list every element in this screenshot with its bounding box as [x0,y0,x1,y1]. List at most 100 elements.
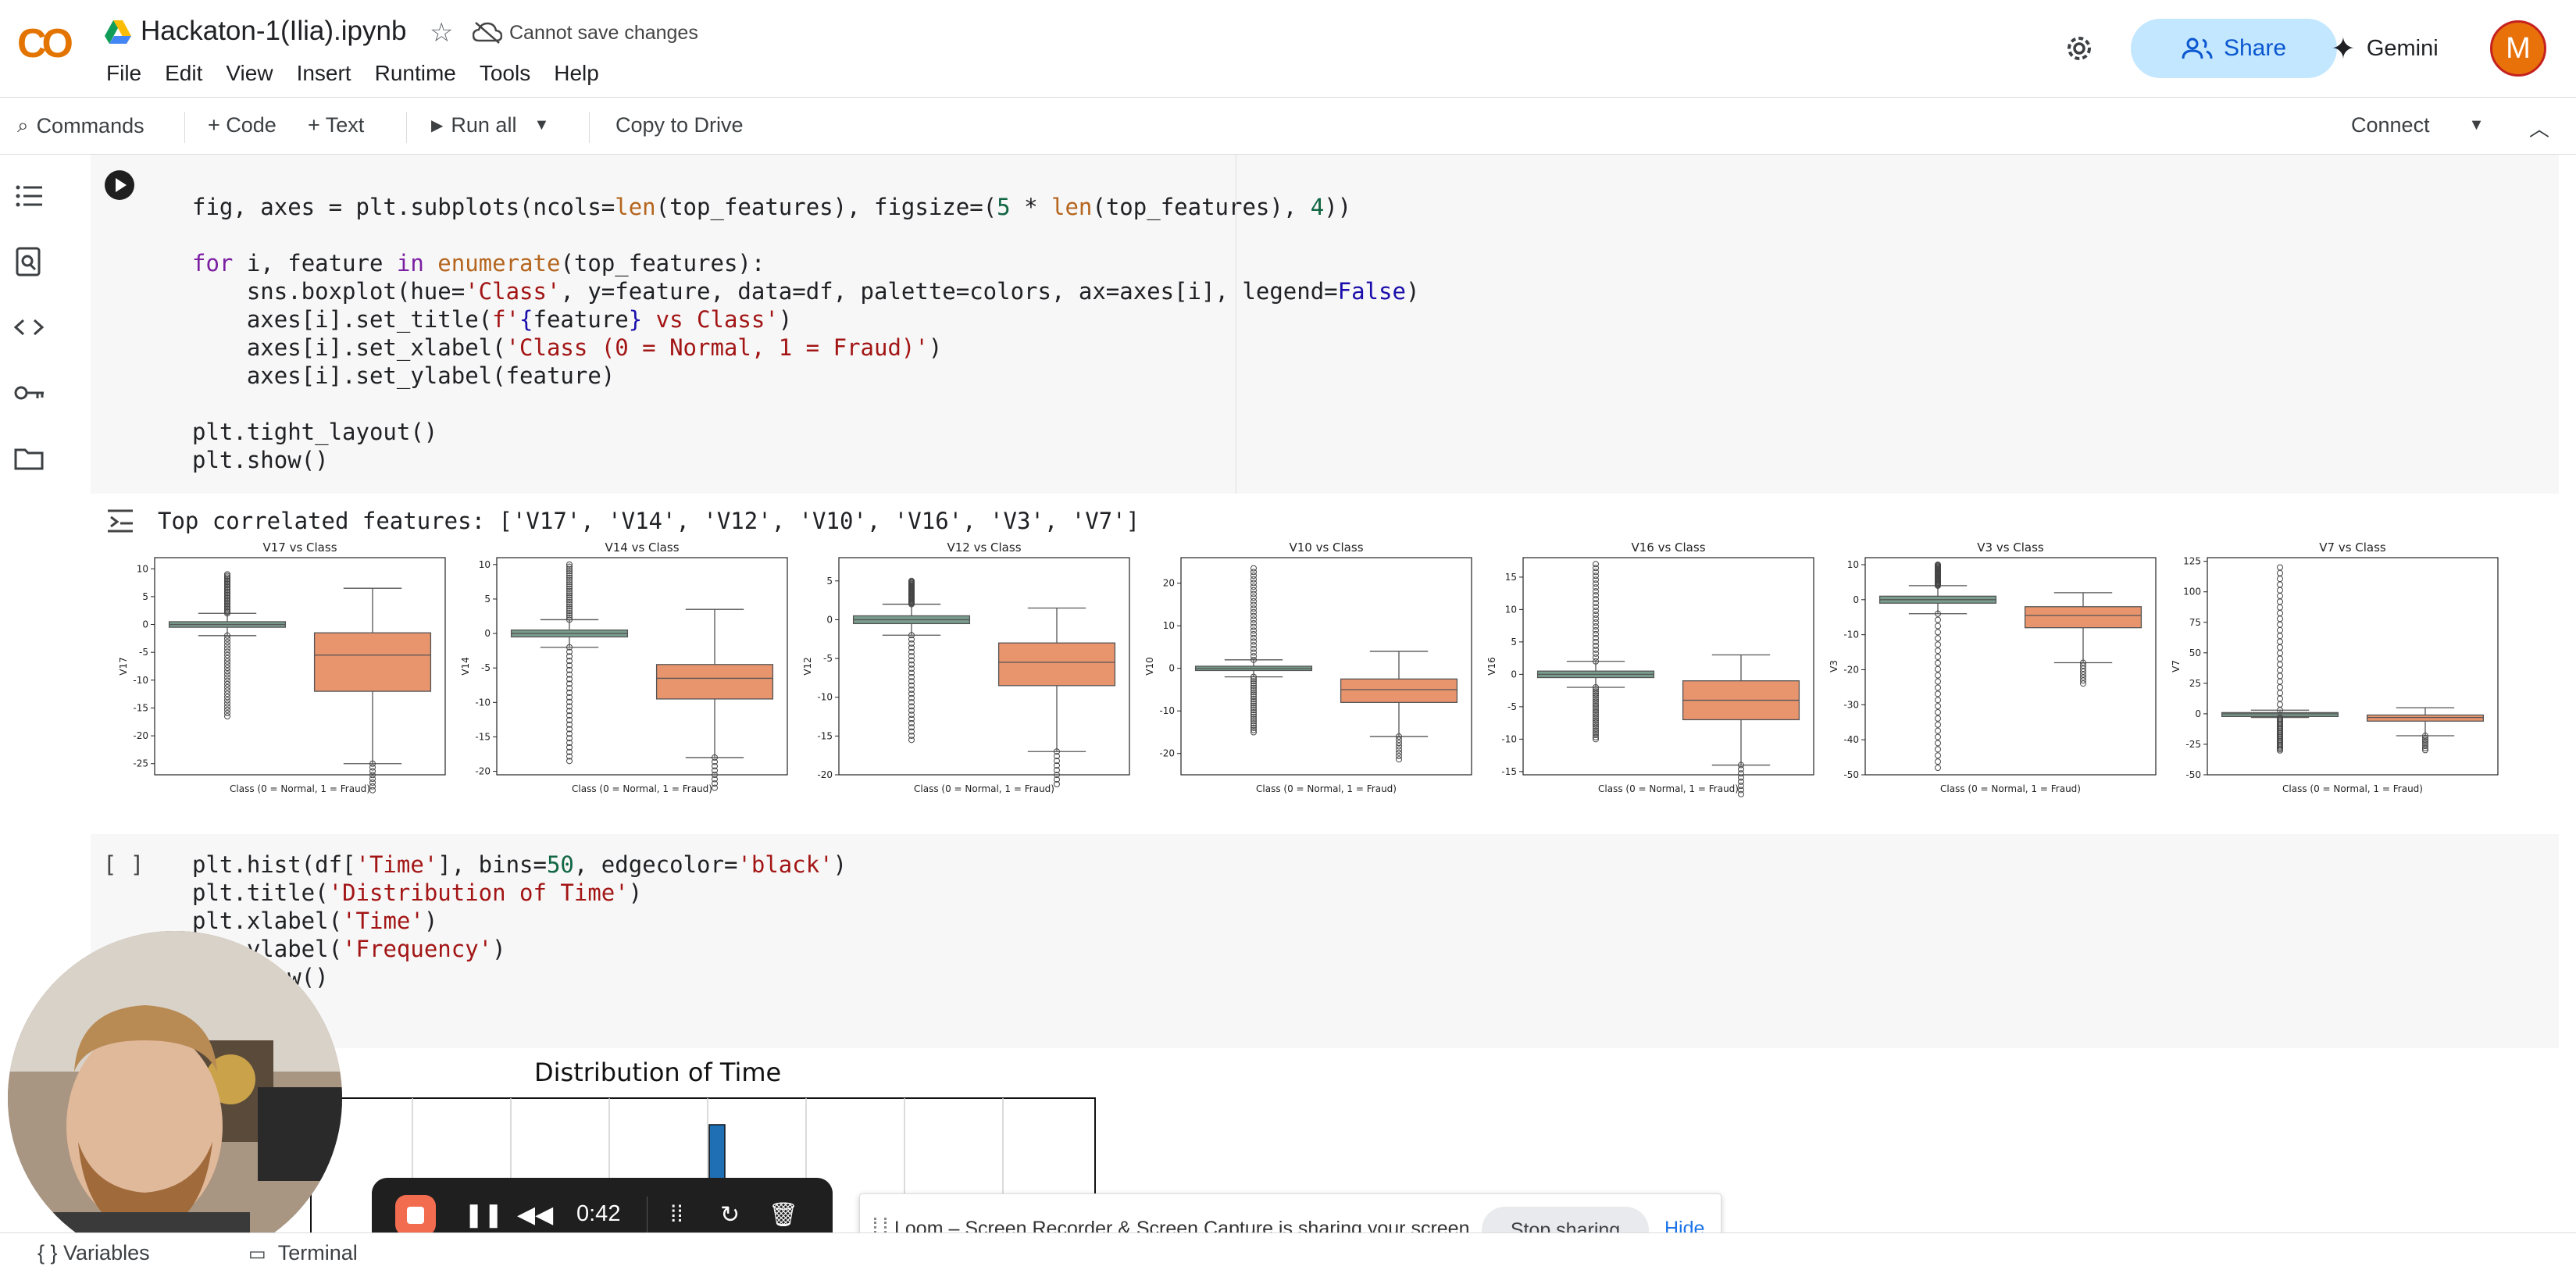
outlier-point [1593,576,1599,583]
bottom-status-bar: { } Variables ▭ Terminal [0,1232,2576,1277]
key-icon[interactable] [11,375,47,411]
outlier-point [1396,737,1402,744]
y-tick-label: -20 [1843,664,1859,675]
outlier-point [224,703,230,710]
outlier-point [566,662,573,669]
x-axis-label: Class (0 = Normal, 1 = Fraud) [230,783,370,794]
outlier-point [1396,740,1402,747]
stop-recording-button[interactable] [395,1195,436,1236]
boxplot-svg: V12 vs Class 5 0 -5 -10 -15 -20 V12 Class (0 = N… [802,540,1130,794]
outlier-point [224,585,230,592]
outlier-point [1738,765,1744,772]
boxplot-subplot: V3 vs Class 10 0 -10 -20 -30 -40 -50 V3 Class (0 … [1828,540,2170,800]
subplot-title: V3 vs Class [1977,540,2044,555]
outlier-point [224,596,230,603]
y-tick-label: 0 [2195,708,2201,719]
code-cell-boxplots[interactable]: fig, axes = plt.subplots(ncols=len(top_f… [91,155,2559,494]
code-snippets-icon[interactable] [11,309,47,345]
menu-help[interactable]: Help [554,61,599,85]
commands-button[interactable]: ⌕ Commands [17,113,144,138]
gear-icon[interactable] [2062,31,2096,66]
webcam-bubble[interactable] [8,931,342,1265]
outlier-point [224,590,230,597]
iqr-box [2024,606,2143,629]
connect-button[interactable]: Connect ▼ [2351,113,2484,137]
outlier-point [2080,662,2086,669]
collapse-header-icon[interactable]: ︿ [2529,117,2550,141]
y-axis-label: V14 [460,657,471,675]
outlier-point [1593,580,1599,587]
outlier-point [566,590,573,597]
y-tick-label: -10 [133,675,148,686]
table-of-contents-icon[interactable] [11,178,47,214]
outlier-point [2422,733,2428,740]
outlier-point [908,732,915,739]
outlier-point [1593,726,1599,733]
outlier-point [1593,592,1599,599]
boxplot-subplot: V12 vs Class 5 0 -5 -10 -15 -20 V12 Class (0 = N… [801,540,1144,800]
y-tick-label: -5 [823,653,833,664]
outlier-point [1251,673,1257,680]
y-tick-label: 20 [1163,578,1175,589]
code-line: plt.tight_layout() [192,419,438,445]
menu-runtime[interactable]: Runtime [374,61,456,85]
colab-logo[interactable]: CO [17,21,73,66]
grid-dots-icon[interactable]: ⁞⁞ [670,1201,683,1227]
outlier-point [1593,692,1599,699]
outlier-point [1251,590,1257,597]
trash-icon[interactable]: 🗑 [769,1202,799,1228]
output-toggle-icon[interactable] [105,506,136,534]
y-tick-label: 25 [2189,678,2201,689]
y-tick-label: 100 [2183,587,2201,597]
menu-file[interactable]: File [106,61,142,85]
outlier-point [1251,704,1257,712]
menu-insert[interactable]: Insert [296,61,351,85]
y-tick-label: 75 [2189,617,2201,628]
folder-icon[interactable] [11,441,47,476]
add-text-button[interactable]: + Text [308,113,365,137]
cell-run-bracket[interactable]: [ ] [103,851,144,878]
outlier-point [566,614,573,621]
outlier-point [1593,626,1599,633]
star-icon[interactable]: ☆ [430,18,454,48]
menu-edit[interactable]: Edit [165,61,203,85]
menu-view[interactable]: View [226,61,273,85]
rewind-icon[interactable]: ◀◀ [517,1202,554,1228]
save-status: Cannot save changes [509,22,698,44]
outlier-point [2277,747,2283,754]
chevron-down-icon[interactable]: ▼ [2468,116,2485,134]
drag-handle-icon[interactable] [874,1218,887,1243]
y-tick-label: 0 [142,619,148,630]
restart-icon[interactable]: ↻ [720,1202,740,1228]
terminal-button[interactable]: ▭ Terminal [248,1241,358,1265]
user-avatar[interactable]: M [2490,20,2546,77]
pause-icon[interactable]: ❚❚ [464,1202,504,1228]
outlier-point [1251,569,1257,576]
outlier-point [1251,642,1257,649]
menu-tools[interactable]: Tools [479,61,531,85]
notebook-title[interactable]: Hackaton-1(Ilia).ipynb [141,16,407,46]
outlier-point [1251,653,1257,660]
variables-button[interactable]: { } Variables [37,1241,150,1265]
outlier-point [369,764,376,771]
add-code-button[interactable]: + Code [208,113,277,137]
outlier-point [1054,767,1060,774]
chevron-down-icon[interactable]: ▼ [533,116,550,134]
outlier-point [1935,622,1941,630]
copy-to-drive-button[interactable]: Copy to Drive [615,113,744,137]
run-cell-button[interactable] [105,170,134,200]
y-tick-label: 0 [1853,594,1859,605]
outlier-point [1251,576,1257,583]
outlier-point [1593,619,1599,626]
outlier-point [908,644,915,651]
outlier-point [1251,627,1257,634]
outlier-point [566,730,573,737]
find-replace-icon[interactable] [11,244,47,280]
run-all-button[interactable]: ▶ Run all ▼ [431,113,549,137]
google-drive-icon [105,20,131,44]
code-line: plt.xlabel('Time') [192,908,438,934]
outlier-point [908,657,915,664]
gemini-button[interactable]: ✦ Gemini [2331,31,2439,66]
share-button[interactable]: Share [2131,19,2337,78]
toolbar-divider [184,112,185,143]
